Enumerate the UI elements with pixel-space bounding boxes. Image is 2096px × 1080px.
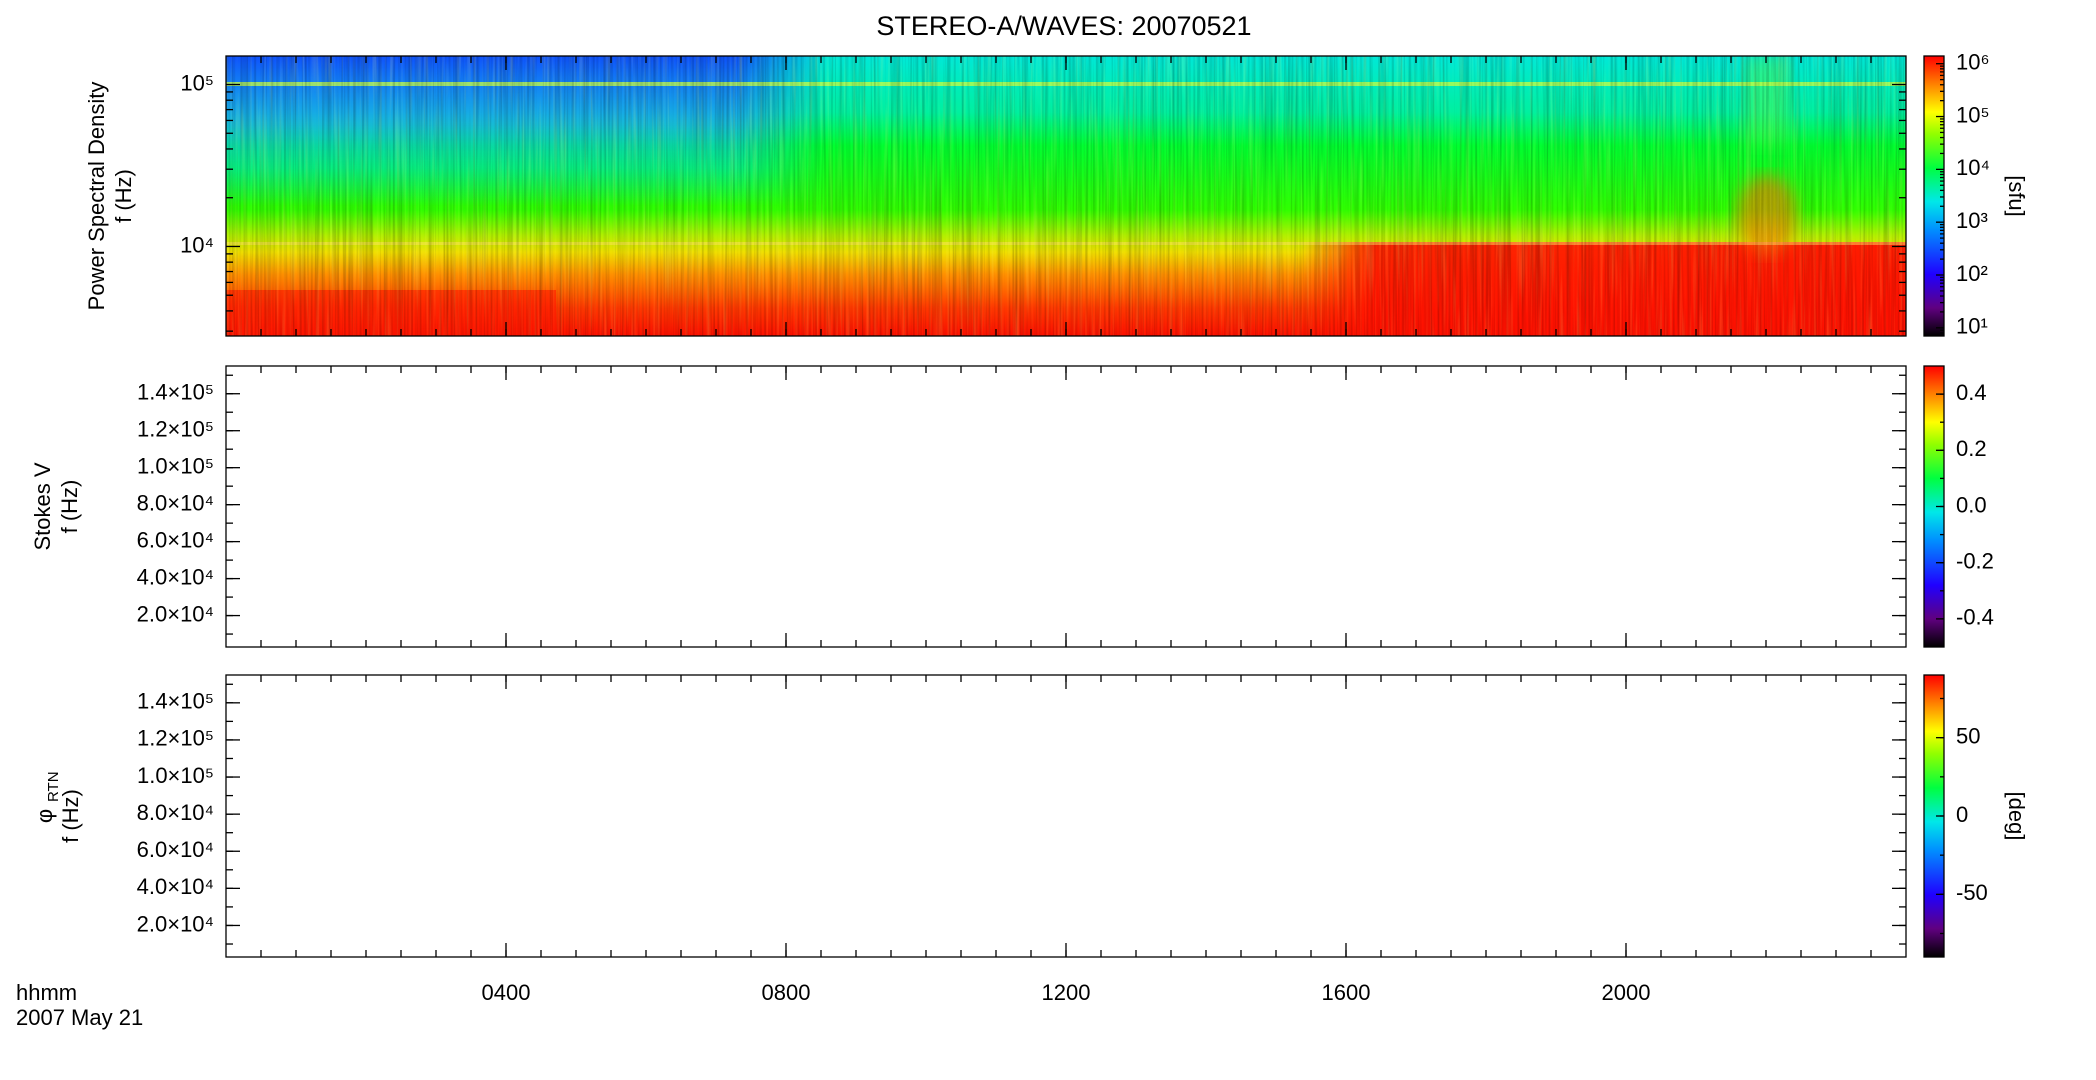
x-tick-label: 1600 (1322, 980, 1371, 1005)
colorbar-tick-label: 0 (1956, 802, 1968, 827)
colorbar (1924, 56, 1944, 336)
y-axis-label: φ (32, 809, 57, 823)
y-axis-label: Stokes V (30, 462, 55, 550)
x-tick-label: 2000 (1602, 980, 1651, 1005)
y-axis-label: f (Hz) (111, 169, 136, 223)
spectrogram-texture (226, 56, 1906, 336)
colorbar-tick-label: 0.2 (1956, 436, 1987, 461)
chart-title: STEREO-A/WAVES: 20070521 (876, 11, 1251, 41)
y-tick-label: 1.4×10⁵ (137, 689, 214, 714)
colorbar-tick-label: 10⁵ (1956, 102, 1990, 127)
y-axis-label: Power Spectral Density (84, 82, 109, 311)
colorbar-tick-label: -0.4 (1956, 605, 1994, 630)
x-tick-label: 1200 (1042, 980, 1091, 1005)
colorbar-label: [deg] (2004, 792, 2029, 841)
date-label: 2007 May 21 (16, 1005, 143, 1030)
colorbar-tick-label: 0.0 (1956, 492, 1987, 517)
y-tick-label: 6.0×10⁴ (137, 527, 214, 552)
y-tick-label: 4.0×10⁴ (137, 564, 214, 589)
x-tick-label: 0400 (482, 980, 531, 1005)
spectrogram-image (226, 56, 1906, 336)
plot-frame (225, 674, 1907, 958)
x-axis-label: hhmm (16, 980, 77, 1005)
colorbar-tick-label: 10⁶ (1956, 50, 1990, 75)
y-tick-label: 4.0×10⁴ (137, 874, 214, 899)
colorbar-tick-label: -0.2 (1956, 549, 1994, 574)
colorbar (1924, 366, 1944, 647)
colorbar-tick-label: 0.4 (1956, 380, 1987, 405)
y-tick-label: 10⁴ (180, 232, 214, 257)
colorbar-tick-label: 50 (1956, 723, 1980, 748)
y-tick-label: 8.0×10⁴ (137, 490, 214, 515)
plot-frame (225, 365, 1907, 648)
x-tick-label: 0800 (762, 980, 811, 1005)
y-tick-label: 1.2×10⁵ (137, 726, 214, 751)
colorbar-tick-label: 10¹ (1956, 314, 1988, 339)
colorbar-tick-label: 10⁴ (1956, 155, 1990, 180)
y-tick-label: 2.0×10⁴ (137, 601, 214, 626)
y-tick-label: 8.0×10⁴ (137, 800, 214, 825)
y-tick-label: 1.0×10⁵ (137, 453, 214, 478)
colorbar-frame (1923, 55, 1945, 337)
y-axis-label-subscript: RTN (45, 771, 62, 802)
colorbar-label: [sfu] (2004, 175, 2029, 217)
y-tick-label: 1.4×10⁵ (137, 380, 214, 405)
y-tick-label: 6.0×10⁴ (137, 837, 214, 862)
colorbar-tick-label: -50 (1956, 880, 1988, 905)
y-tick-label: 1.2×10⁵ (137, 417, 214, 442)
colorbar (1924, 675, 1944, 957)
y-axis-label: f (Hz) (58, 789, 83, 843)
y-tick-label: 2.0×10⁴ (137, 911, 214, 936)
y-tick-label: 10⁵ (180, 70, 214, 95)
y-axis-label: f (Hz) (57, 480, 82, 534)
y-tick-label: 1.0×10⁵ (137, 763, 214, 788)
colorbar-tick-label: 10³ (1956, 208, 1988, 233)
colorbar-tick-label: 10² (1956, 261, 1988, 286)
